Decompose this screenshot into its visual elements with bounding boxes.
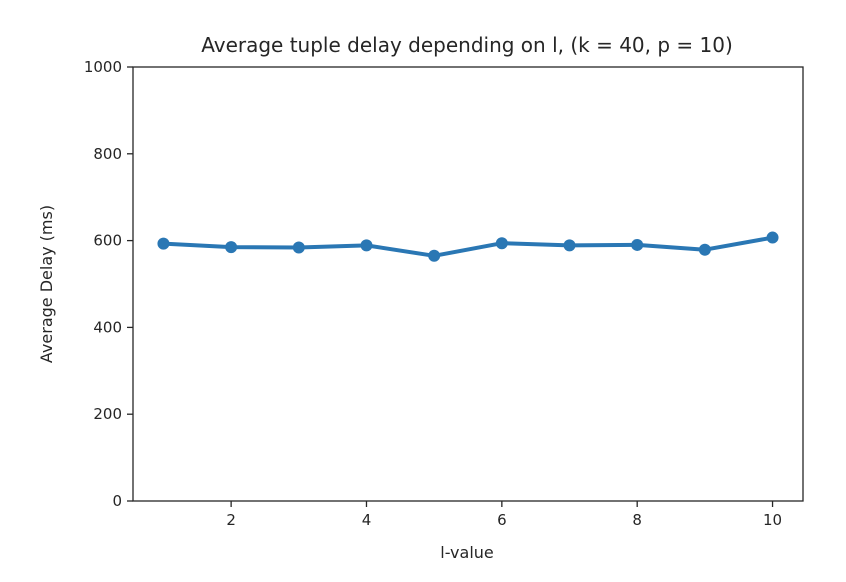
y-tick-label: 400	[93, 318, 122, 336]
data-point	[631, 238, 644, 251]
series-line	[161, 235, 775, 258]
y-tick-label: 600	[93, 232, 122, 250]
data-point	[766, 231, 779, 244]
data-point	[360, 239, 373, 252]
data-point	[495, 237, 508, 250]
data-point	[698, 243, 711, 256]
data-point	[225, 241, 238, 254]
x-tick-label: 8	[632, 511, 642, 529]
x-tick-label: 6	[497, 511, 507, 529]
plot-frame	[132, 66, 804, 502]
x-axis-label: l-value	[440, 543, 494, 562]
y-tick-label: 800	[93, 145, 122, 163]
x-tick-label: 2	[226, 511, 236, 529]
y-axis-label: Average Delay (ms)	[37, 205, 56, 363]
data-point	[563, 239, 576, 252]
plot-area	[132, 66, 804, 502]
data-point	[157, 237, 170, 250]
y-tick-label: 200	[93, 405, 122, 423]
x-tick-label: 4	[362, 511, 372, 529]
y-axis: 0 200 400 600 800 1000	[84, 58, 133, 510]
data-point	[428, 249, 441, 262]
chart-title: Average tuple delay depending on l, (k =…	[201, 33, 733, 57]
x-axis: 2 4 6 8 10	[226, 501, 782, 529]
y-tick-label: 1000	[84, 58, 122, 76]
series-layer	[157, 231, 779, 262]
y-tick-label: 0	[112, 492, 122, 510]
x-tick-label: 10	[763, 511, 782, 529]
data-point	[292, 241, 305, 254]
